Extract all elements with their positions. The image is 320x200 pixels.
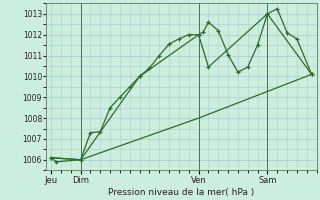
X-axis label: Pression niveau de la mer( hPa ): Pression niveau de la mer( hPa ): [108, 188, 254, 197]
